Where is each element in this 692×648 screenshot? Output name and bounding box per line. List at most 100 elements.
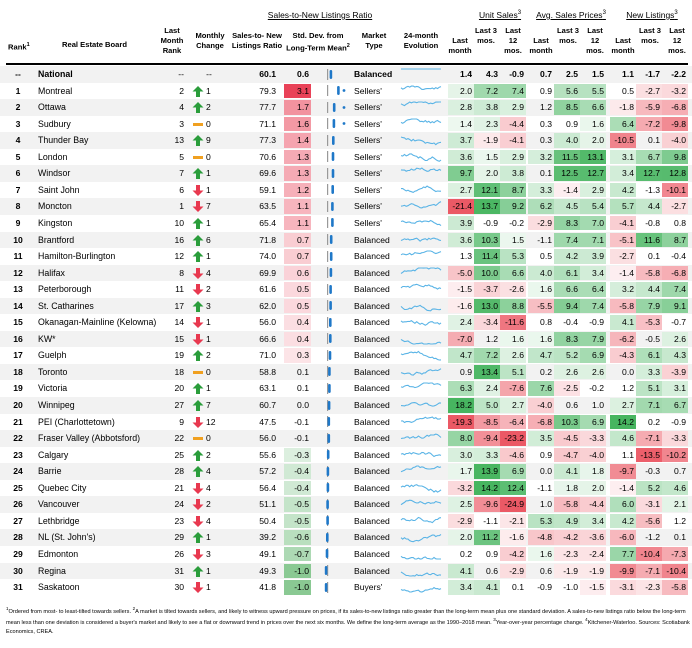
nl-value: 14.2: [617, 416, 634, 427]
heat-cell: [500, 116, 526, 132]
heat-cell: [610, 182, 636, 198]
nl-value: 3.1: [674, 383, 686, 394]
snlr-value: 41.8: [259, 582, 276, 593]
pr-value: 3.3: [540, 184, 552, 195]
heat-cell: [528, 298, 554, 314]
heat-cell: [448, 464, 474, 479]
pr-value: 11.5: [561, 151, 578, 162]
heat-cell: [580, 100, 606, 115]
arrow-up-icon: [192, 400, 204, 411]
board-name: Saskatoon: [38, 582, 80, 593]
monthly-change-value: 1: [206, 383, 211, 394]
rank-cell: 15: [13, 317, 23, 328]
pr-value: -1.0: [563, 582, 578, 593]
sd-bar-glyph: [327, 200, 334, 212]
pr-value: 0.1: [540, 168, 552, 179]
heat-cell: [610, 563, 636, 578]
heat-cell: [636, 497, 662, 512]
sd-bar-glyph: [327, 366, 331, 378]
board-name: KW*: [38, 333, 56, 344]
us-value: -0.9: [509, 69, 524, 79]
heat-cell: [662, 431, 688, 446]
heat-cell: [500, 364, 526, 380]
heat-cell: [580, 265, 606, 281]
sd-heat-cell: [284, 116, 311, 132]
sd-value: -1.0: [294, 565, 309, 576]
board-name: Lethbridge: [38, 515, 80, 526]
us-value: -3.4: [483, 317, 498, 328]
board-name: Saint John: [38, 184, 80, 195]
heat-cell: [662, 563, 688, 578]
monthly-change-value: 2: [206, 350, 211, 361]
heat-cell: [610, 480, 636, 496]
pr-value: 6.4: [592, 284, 604, 295]
us-value: 10.3: [481, 234, 498, 245]
heat-cell: [610, 149, 636, 165]
nl-value: -10.4: [666, 565, 686, 576]
market-type: Sellers': [354, 85, 382, 96]
sd-value: 0.4: [297, 317, 309, 328]
table-row: 13 Peterborough 11 2 61.6 0.5 Balanced -1.5 -3.7…: [0, 281, 692, 298]
pr-value: 0.9: [540, 85, 552, 96]
nl-value: -0.5: [645, 333, 660, 344]
us-value: 11.2: [481, 532, 498, 543]
rank-cell: 24: [13, 466, 23, 477]
pr-value: 4.0: [566, 135, 578, 146]
nl-value: -2.7: [645, 85, 660, 96]
heat-cell: [448, 215, 474, 231]
heat-cell: [636, 398, 662, 413]
table-row: 6 Windsor 7 1 69.6 1.3 Sellers' 9.7 2.0 3.8 0.1 12.…: [0, 165, 692, 182]
heat-cell: [580, 414, 606, 430]
monthly-change-value: 1: [206, 582, 211, 593]
heat-cell: [500, 100, 526, 115]
table-row: 30 Regina 31 1 49.3 -1.0 Balanced 4.1 0.6 -2.9 0.6…: [0, 562, 692, 579]
pr-value: 10.3: [561, 416, 578, 427]
pr-value: 0.9: [540, 449, 552, 460]
heat-cell: [662, 546, 688, 562]
table-row: 22 Fraser Valley (Abbotsford) 22 0 56.0 -0.1 B…: [0, 430, 692, 447]
nl-value: -2.7: [671, 201, 686, 212]
nl-value: -3.1: [619, 582, 634, 593]
rank-cell: 27: [13, 515, 23, 526]
heat-cell: [554, 497, 580, 512]
us-value: 7.4: [512, 85, 524, 96]
board-name: Thunder Bay: [38, 135, 89, 146]
heat-cell: [448, 497, 474, 512]
heat-cell: [662, 447, 688, 463]
heat-cell: [448, 480, 474, 496]
pr-value: 2.6: [592, 366, 604, 377]
heat-cell: [448, 298, 474, 314]
us-value: -7.0: [457, 333, 472, 344]
us-value: 4.3: [486, 69, 498, 79]
monthly-change-value: 2: [206, 499, 211, 510]
table-row: 14 St. Catharines 17 3 62.0 0.5 Balanced -1.6 13…: [0, 297, 692, 315]
dash-icon: [193, 155, 203, 159]
pr-value: 4.1: [566, 466, 578, 477]
nl-value: -1.2: [645, 532, 660, 543]
sd-bar-glyph: [326, 498, 329, 510]
us-value: 1.5: [486, 151, 498, 162]
rank-cell: 10: [13, 234, 23, 245]
heat-cell: [662, 116, 688, 132]
nl-value: -0.8: [645, 217, 660, 228]
arrow-down-icon: [192, 548, 204, 560]
board-name: Moncton: [38, 201, 72, 212]
us-value: -0.9: [483, 217, 498, 228]
heat-cell: [662, 282, 688, 297]
heat-cell: [662, 265, 688, 281]
heat-cell: [448, 381, 474, 396]
sd-heat-cell: [284, 282, 311, 297]
nl-value: 7.7: [622, 548, 634, 559]
us-value: 3.4: [460, 582, 472, 593]
heat-cell: [448, 182, 474, 198]
pr-value: 5.4: [592, 201, 604, 212]
heat-cell: [662, 381, 688, 396]
pr-value: 0.0: [540, 466, 552, 477]
last-month-rank: 5: [179, 151, 184, 162]
snlr-value: 57.2: [259, 466, 276, 477]
nl-value: -10.4: [640, 548, 660, 559]
nl-value: 3.2: [622, 284, 634, 295]
nl-value: -5.8: [645, 267, 660, 278]
nl-value: 3.3: [648, 366, 660, 377]
nl-value: 7.1: [648, 400, 660, 410]
